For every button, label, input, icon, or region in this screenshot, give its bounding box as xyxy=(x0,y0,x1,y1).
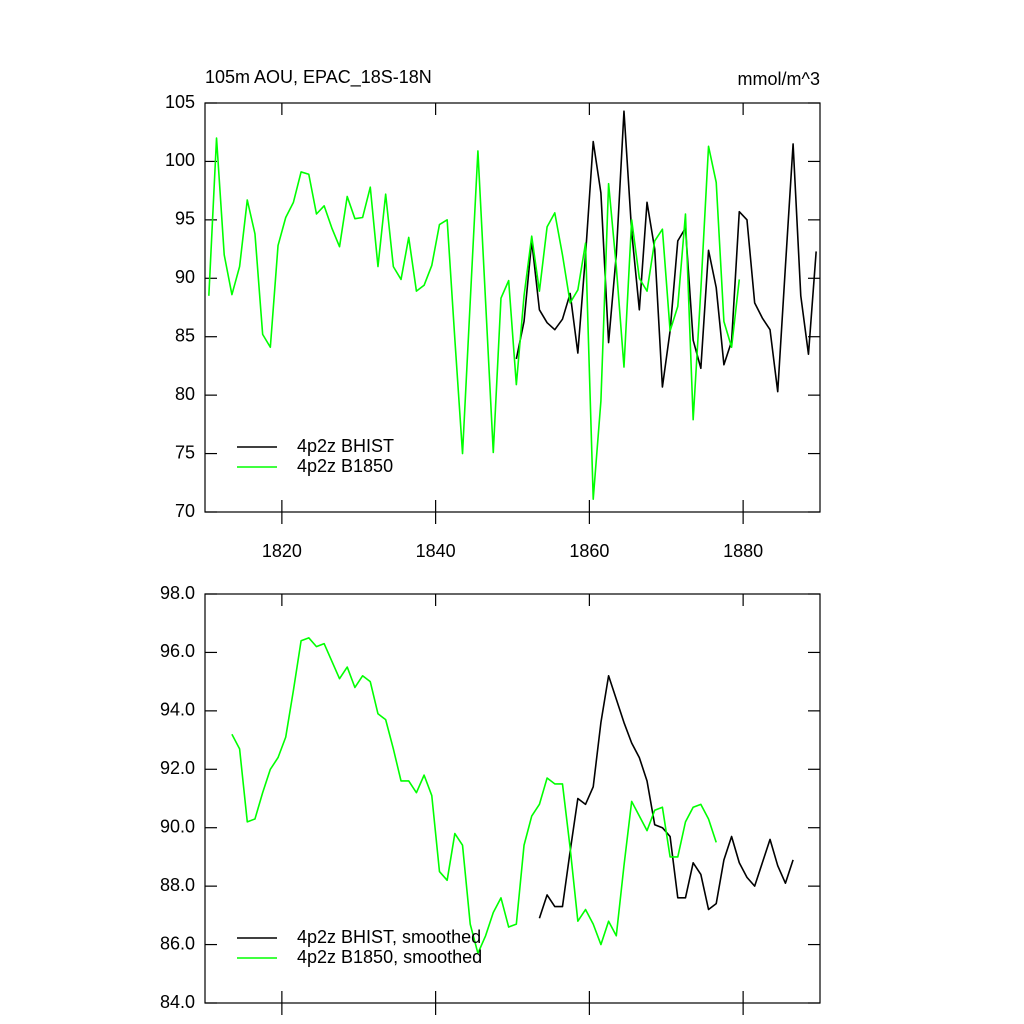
y-tick-label: 100 xyxy=(165,150,195,170)
chart-title: 105m AOU, EPAC_18S-18N xyxy=(205,67,432,88)
legend-label: 4p2z BHIST, smoothed xyxy=(297,927,481,947)
y-tick-label: 98.0 xyxy=(160,583,195,603)
legend-label: 4p2z BHIST xyxy=(297,436,394,456)
y-tick-label: 94.0 xyxy=(160,700,195,720)
y-tick-label: 84.0 xyxy=(160,992,195,1012)
y-tick-label: 75 xyxy=(175,442,195,462)
y-tick-label: 88.0 xyxy=(160,875,195,895)
series-line xyxy=(208,137,741,500)
y-tick-label: 90 xyxy=(175,267,195,287)
series-line xyxy=(515,110,817,393)
y-tick-label: 95 xyxy=(175,209,195,229)
y-tick-label: 90.0 xyxy=(160,816,195,836)
legend-label: 4p2z B1850 xyxy=(297,456,393,476)
x-tick-label: 1860 xyxy=(569,541,609,561)
y-tick-label: 70 xyxy=(175,501,195,521)
series-line xyxy=(231,637,717,955)
y-tick-label: 105 xyxy=(165,92,195,112)
plot-frame xyxy=(204,593,821,1004)
y-tick-label: 85 xyxy=(175,325,195,345)
y-tick-label: 86.0 xyxy=(160,933,195,953)
plot-frame xyxy=(204,102,821,513)
y-tick-label: 96.0 xyxy=(160,641,195,661)
y-tick-label: 92.0 xyxy=(160,758,195,778)
units-label: mmol/m^3 xyxy=(738,69,820,89)
x-tick-label: 1840 xyxy=(416,541,456,561)
x-tick-label: 1880 xyxy=(723,541,763,561)
x-tick-label: 1820 xyxy=(262,541,302,561)
legend-label: 4p2z B1850, smoothed xyxy=(297,947,482,967)
y-tick-label: 80 xyxy=(175,384,195,404)
